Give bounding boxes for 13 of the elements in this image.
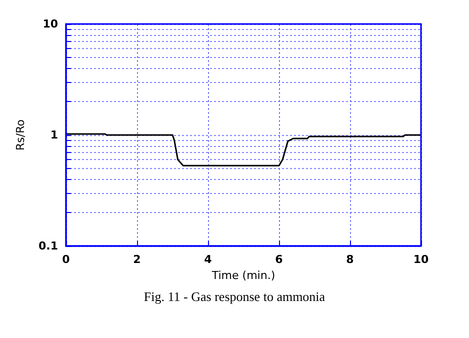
line-series — [65, 133, 422, 166]
y-tick-label: 1 — [50, 128, 58, 142]
x-tick-label: 8 — [346, 253, 354, 266]
x-tick-label: 0 — [62, 253, 70, 266]
y-tick-label: 0.1 — [38, 240, 58, 252]
y-axis-title: Rs/Ro — [14, 119, 27, 150]
x-axis-title: Time (min.) — [210, 269, 276, 282]
y-tick-label: 10 — [42, 18, 58, 30]
x-tick-label: 6 — [275, 253, 284, 266]
x-tick-label: 10 — [413, 253, 429, 266]
x-tick-label: 2 — [133, 253, 141, 266]
x-tick-label: 4 — [204, 253, 212, 266]
caption: Fig. 11 - Gas response to ammonia — [144, 289, 326, 304]
